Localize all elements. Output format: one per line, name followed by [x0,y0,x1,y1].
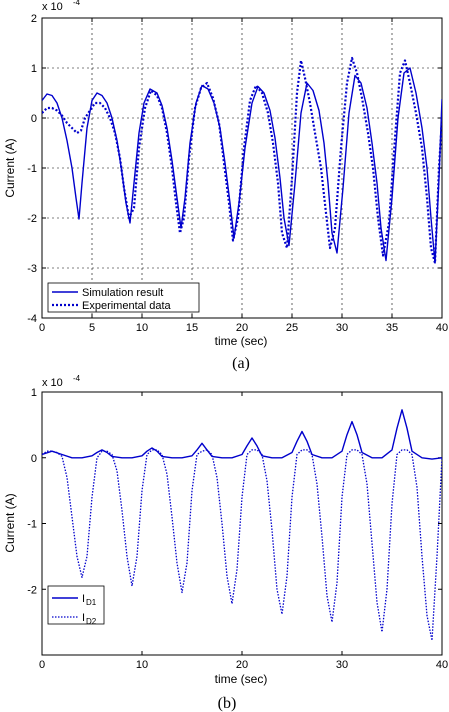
y-tick-label: 1 [31,387,37,399]
x-tick-label: 30 [336,659,348,671]
panel-b-chart: 0 10 20 30 40 -2 -1 0 1 x 10 -4 time (sec) Current (… [3,374,448,712]
y-axis-label: Current (A) [3,493,17,552]
legend-label-1: Simulation result [82,287,163,299]
y-exponent-label: x 10 [42,1,63,13]
y-tick-label: 0 [31,453,37,465]
x-tick-label: 40 [436,659,448,671]
series-line-2 [42,56,442,265]
legend-label-2: Experimental data [82,300,172,312]
series-line-2 [42,449,442,642]
legend-label-sub-2: D2 [86,617,97,626]
y-tick-label: -3 [27,263,37,275]
y-tick-label: -4 [27,313,37,325]
x-tick-label: 30 [336,322,348,334]
y-tick-label: -2 [27,213,37,225]
legend-box [47,585,105,625]
y-tick-label: 1 [31,63,37,75]
y-axis-label: Current (A) [3,138,17,197]
panel-caption: (a) [232,355,250,372]
x-tick-label: 35 [386,322,398,334]
panel-caption: (b) [218,695,237,712]
x-tick-label: 10 [136,659,148,671]
y-exponent-label: x 10 [42,377,63,389]
x-tick-label: 20 [236,322,248,334]
y-tick-label: -1 [27,163,37,175]
y-exponent-power: -4 [73,0,81,7]
x-tick-label: 0 [39,659,45,671]
x-tick-label: 0 [39,322,45,334]
legend-box [47,282,200,313]
x-axis-label: time (sec) [215,672,268,686]
legend-label-sub-1: D1 [86,598,97,607]
x-tick-label: 10 [136,322,148,334]
x-tick-label: 20 [236,659,248,671]
legend-label-2: I [82,612,85,624]
y-tick-label: 2 [31,13,37,25]
y-tick-label: 0 [31,113,37,125]
x-tick-label: 25 [286,322,298,334]
x-axis-label: time (sec) [215,334,268,348]
legend-label-1: I [82,593,85,605]
y-tick-label: -2 [27,584,37,596]
y-exponent-power: -4 [73,374,81,383]
panel-a-chart: 0 5 10 15 20 25 30 35 40 -4 -3 -2 -1 0 1 2 x 10 -4 time (s… [3,0,448,372]
x-tick-label: 5 [89,322,95,334]
x-tick-label: 40 [436,322,448,334]
x-tick-label: 15 [186,322,198,334]
series-line-1 [42,409,442,460]
y-tick-label: -1 [27,519,37,531]
